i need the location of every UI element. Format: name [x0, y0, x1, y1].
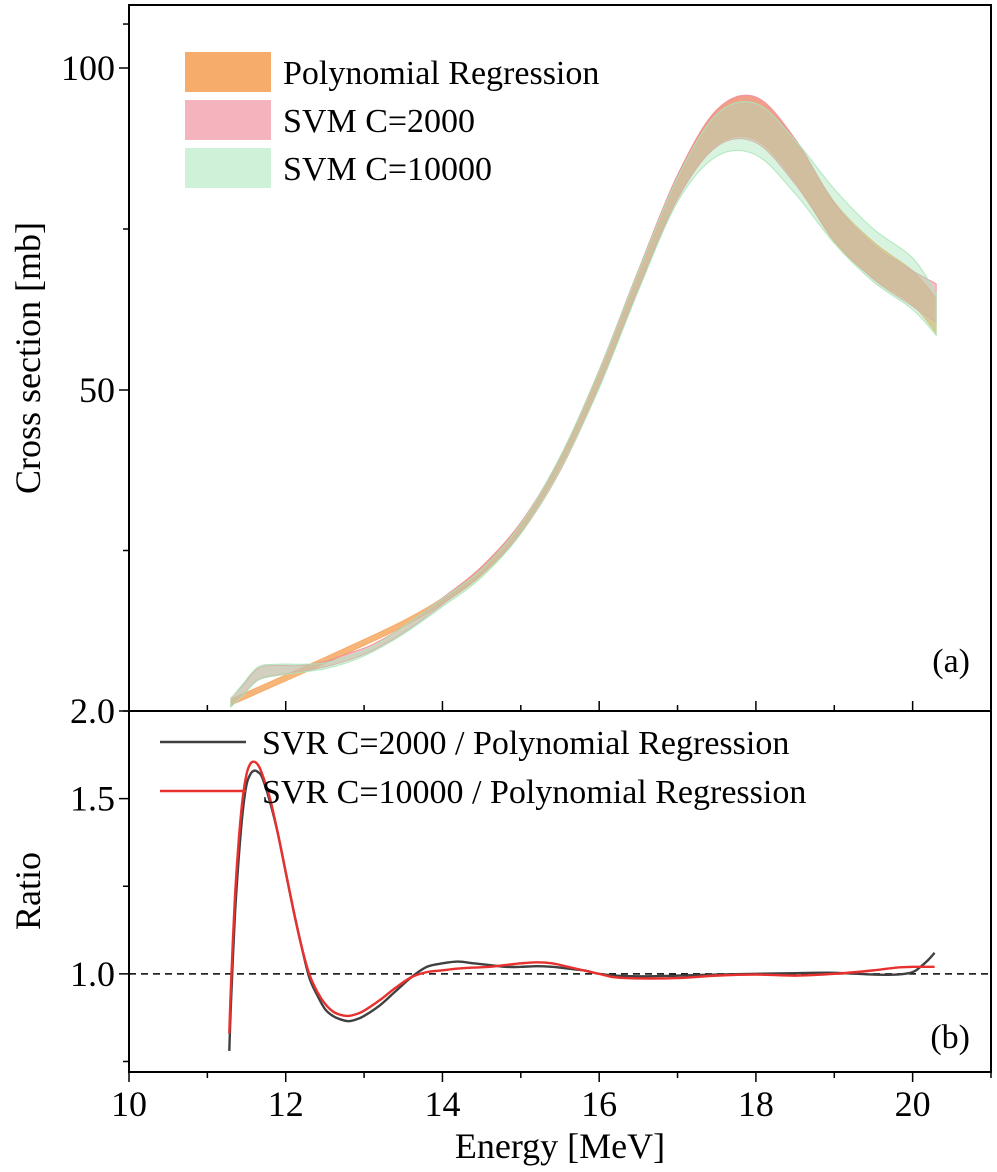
- bottom-panel: 10 12 14 16 18 20 1.0 1.5 Ratio Energy [MeV] S…: [8, 710, 992, 1166]
- top-panel-label: (a): [932, 643, 970, 680]
- bottom-ytick-label: 1.5: [70, 779, 115, 819]
- bottom-yaxis: 1.0 1.5: [70, 710, 129, 1063]
- legend-svm-c2000-label: SVM C=2000: [283, 103, 475, 140]
- bottom-xtick-label: 18: [738, 1084, 774, 1124]
- top-ytick-label: 2.0: [70, 691, 115, 731]
- top-bands: [230, 94, 937, 709]
- legend-polynomial-regression-swatch: [185, 52, 271, 92]
- top-ytick-label: 100: [61, 48, 115, 88]
- top-panel: 2.0 50 100 Cross section [mb] Polynomial R…: [8, 4, 992, 731]
- top-ylabel: Cross section [mb]: [8, 222, 48, 494]
- top-yaxis: 2.0 50 100: [61, 23, 129, 731]
- bottom-panel-label: (b): [930, 1019, 970, 1056]
- legend-svr-c2000-label: SVR C=2000 / Polynomial Regression: [262, 725, 789, 762]
- bottom-xtick-label: 20: [895, 1084, 931, 1124]
- legend-svm-c10000-label: SVM C=10000: [283, 151, 492, 188]
- bottom-lines: [228, 760, 936, 1052]
- legend-svm-c10000-swatch: [185, 148, 271, 188]
- top-legend: Polynomial Regression SVM C=2000 SVM C=100…: [185, 52, 599, 188]
- legend-svm-c2000-swatch: [185, 100, 271, 140]
- top-ytick-label: 50: [79, 370, 115, 410]
- bottom-xtick-label: 12: [268, 1084, 304, 1124]
- band-svm-c10000: [230, 101, 937, 709]
- legend-svr-c10000-label: SVR C=10000 / Polynomial Regression: [262, 774, 806, 811]
- bottom-ytick-label: 1.0: [70, 954, 115, 994]
- bottom-xaxis: 10 12 14 16 18 20: [111, 1072, 992, 1124]
- bottom-xtick-label: 14: [424, 1084, 460, 1124]
- xlabel: Energy [MeV]: [455, 1126, 665, 1166]
- legend-polynomial-regression-label: Polynomial Regression: [283, 55, 599, 92]
- bottom-xtick-label: 10: [111, 1084, 147, 1124]
- bottom-panel-frame: [128, 710, 992, 1073]
- bottom-xtick-label: 16: [581, 1084, 617, 1124]
- line-svr-c10000-ratio: [228, 760, 935, 1034]
- bottom-ylabel: Ratio: [8, 852, 48, 930]
- bottom-legend: SVR C=2000 / Polynomial Regression SVR C=…: [160, 725, 806, 811]
